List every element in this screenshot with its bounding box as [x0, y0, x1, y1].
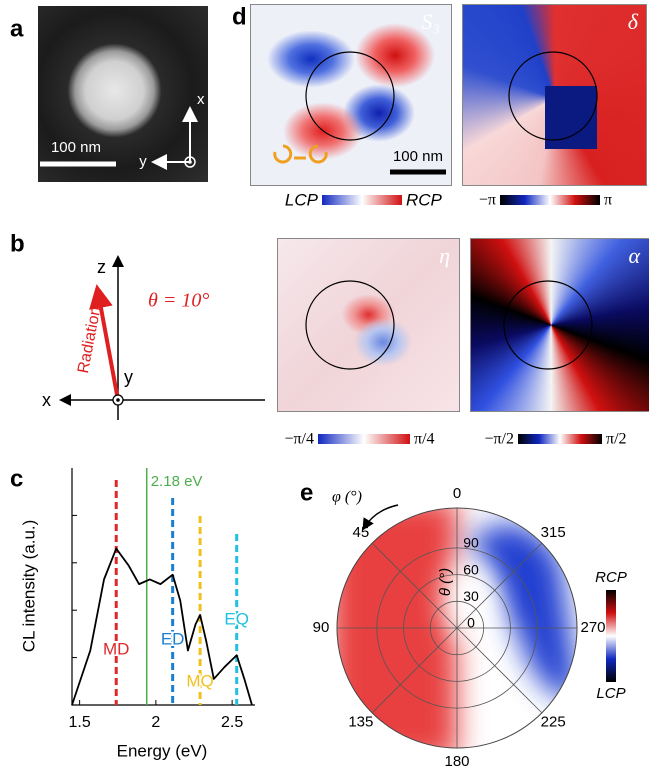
x-tick-label: 2.5	[221, 714, 243, 731]
axis-label: z	[97, 257, 106, 277]
axis-dot	[188, 160, 192, 164]
axis-label: x	[197, 91, 205, 108]
mode-label: MD	[103, 639, 129, 658]
map-delta	[462, 4, 647, 186]
theta-tick-label: 30	[463, 588, 479, 604]
particle-outline	[305, 51, 395, 141]
y-axis-title: CL intensity (a.u.)	[19, 520, 38, 653]
phi-tick-label: 315	[541, 524, 566, 541]
colorbar-label: π	[604, 192, 612, 209]
map-symbol: δ	[628, 9, 639, 34]
mode-label: ED	[161, 629, 185, 648]
panel-label: a	[10, 15, 24, 42]
axis-label: y	[139, 153, 147, 170]
polar-spoke	[456, 542, 543, 629]
lcp-icon	[273, 144, 293, 164]
phi-tick-label: 225	[541, 714, 566, 731]
theta-ring	[376, 547, 538, 709]
colorbar-label: −π/4	[284, 431, 314, 448]
axis-label: x	[42, 390, 51, 410]
polar-spoke	[371, 627, 458, 714]
theta-ring	[403, 574, 511, 682]
axis-frame	[71, 468, 255, 706]
colorbar	[518, 434, 602, 444]
map-symbol: S₃	[421, 9, 440, 34]
polar-spoke	[371, 542, 458, 629]
colorbar-label: −π	[479, 192, 496, 209]
theta-tick-label: 60	[463, 561, 479, 577]
theta-tick-label: 0	[467, 615, 475, 631]
phi-tick-label: 90	[313, 619, 330, 636]
map-delta-core	[545, 86, 597, 149]
panel-label: e	[300, 479, 313, 506]
phi-label: φ (°)	[332, 489, 362, 506]
colorbar-label: π/4	[414, 431, 435, 448]
scale-bar-label: 100 nm	[393, 148, 443, 165]
panel-label: c	[10, 465, 23, 492]
mode-label: MQ	[186, 671, 213, 690]
map-eta	[277, 238, 460, 412]
map-symbol: η	[439, 243, 450, 268]
particle-outline	[503, 280, 593, 370]
theta-tick-label: 90	[463, 535, 479, 551]
phi-tick-label: 135	[348, 714, 373, 731]
rcp-region	[337, 508, 457, 748]
phi-tick-label: 180	[444, 753, 469, 770]
colorbar-label: RCP	[406, 190, 443, 209]
x-tick-label: 2	[151, 714, 160, 731]
panel-label: d	[232, 3, 247, 30]
phi-tick-label: 0	[453, 485, 461, 502]
phi-tick-label: 45	[352, 524, 369, 541]
colorbar-label: −π/2	[484, 431, 514, 448]
polar-spoke	[456, 627, 543, 714]
mode-label: EQ	[224, 609, 249, 628]
cl-curve	[71, 547, 253, 706]
map-s3	[250, 4, 452, 186]
scale-bar-label: 100 nm	[51, 139, 101, 156]
colorbar	[500, 195, 600, 205]
axis-label: y	[124, 367, 133, 387]
lcp-region	[470, 524, 577, 700]
x-axis-title: Energy (eV)	[117, 741, 208, 760]
radiation-arrow	[89, 284, 120, 401]
axis-dot	[116, 398, 120, 402]
x-tick-label: 1.5	[69, 714, 91, 731]
phi-arrow	[362, 504, 399, 531]
colorbar-label: π/2	[606, 431, 627, 448]
reference-label: 2.18 eV	[151, 473, 203, 490]
rcp-icon	[308, 144, 328, 164]
colorbar	[322, 195, 402, 205]
sem-image	[38, 6, 208, 182]
angle-label: θ = 10°	[148, 290, 209, 312]
axis-dot	[184, 156, 196, 168]
colorbar	[606, 590, 616, 682]
map-symbol: α	[628, 243, 640, 268]
colorbar-label: RCP	[595, 569, 627, 586]
colorbar	[318, 434, 410, 444]
particle-outline	[508, 51, 598, 141]
panel-label: b	[10, 230, 25, 257]
particle-outline	[305, 280, 395, 370]
colorbar-label: LCP	[596, 685, 625, 702]
map-alpha	[470, 238, 649, 412]
arrow-label: Radiation	[75, 305, 105, 375]
phi-tick-label: 270	[580, 619, 605, 636]
theta-ring	[429, 600, 485, 656]
colorbar-label: LCP	[285, 190, 319, 209]
theta-label: θ (°)	[437, 568, 454, 596]
